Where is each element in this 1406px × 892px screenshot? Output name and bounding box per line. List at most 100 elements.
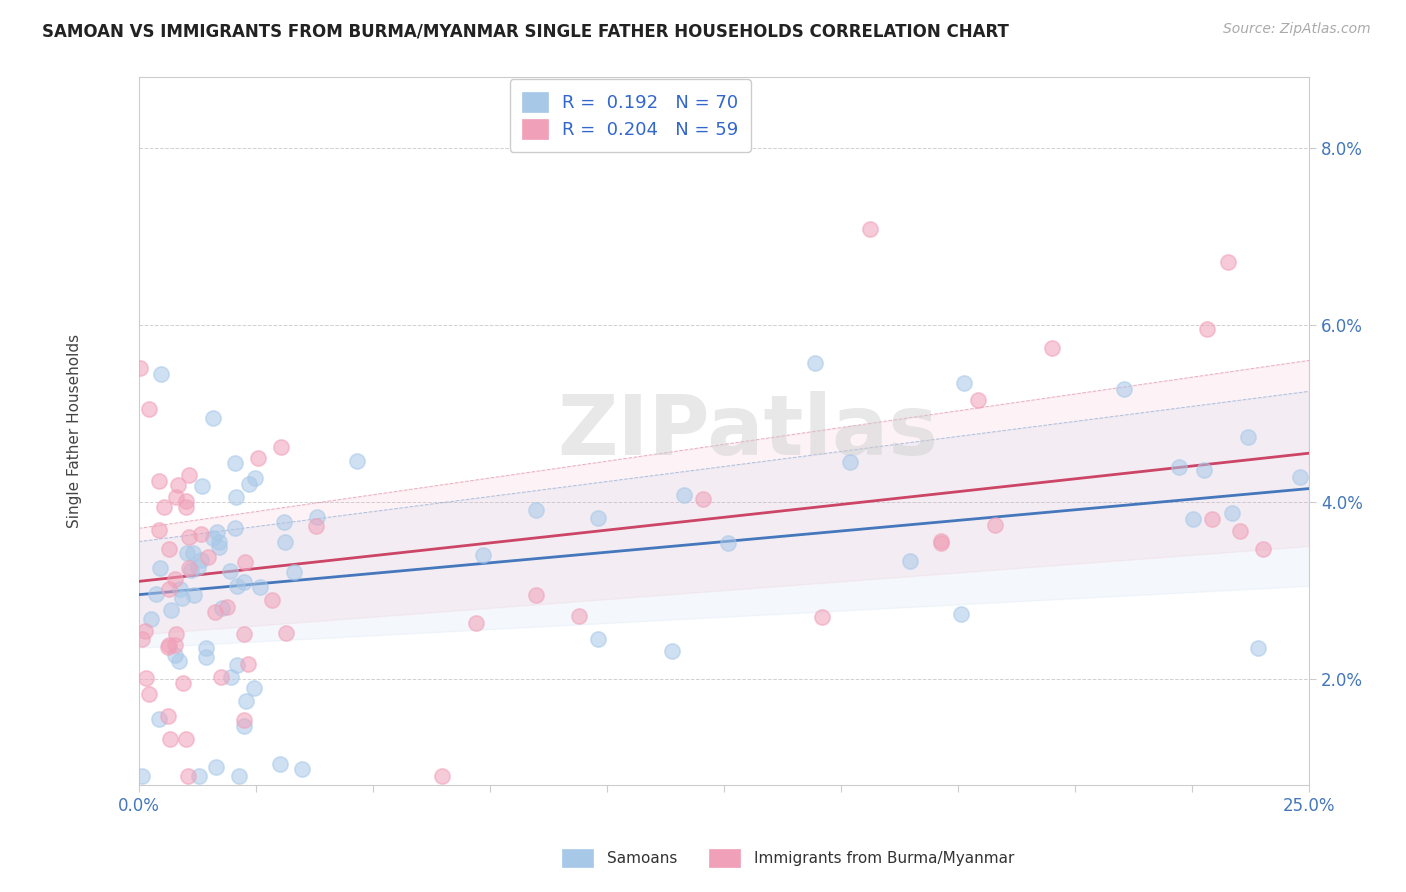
Point [430,769,453,783]
Text: Samoans: Samoans [607,851,678,865]
Point [183,588,205,602]
Point [1201,512,1223,526]
Point [224,456,246,470]
Point [148,474,170,488]
Point [898,554,921,568]
Point [233,626,256,640]
Point [194,650,217,665]
Point [160,603,183,617]
Point [273,516,295,530]
Point [804,356,827,370]
Point [465,616,488,631]
Point [190,553,212,567]
Point [174,494,197,508]
Point [172,676,194,690]
Point [225,578,247,592]
Point [145,587,167,601]
Point [165,491,187,505]
Text: ZIPatlas: ZIPatlas [557,391,938,472]
Point [129,361,152,376]
Point [1289,470,1312,484]
Point [526,588,548,602]
Point [174,732,197,747]
Point [131,769,153,783]
Point [148,523,170,537]
Point [176,769,198,783]
Point [205,760,228,774]
Point [567,609,589,624]
Point [967,392,990,407]
Point [243,681,266,696]
Point [238,476,260,491]
Point [233,555,256,569]
Point [208,535,231,549]
Point [150,367,173,381]
Point [138,402,160,417]
Point [233,575,256,590]
Point [270,441,292,455]
Point [586,510,609,524]
Legend: R =  0.192   N = 70, R =  0.204   N = 59: R = 0.192 N = 70, R = 0.204 N = 59 [509,79,751,152]
Point [1114,382,1136,396]
Point [209,670,232,684]
Point [190,479,212,493]
Point [172,591,194,605]
Point [176,546,198,560]
Point [269,757,291,772]
Point [305,509,328,524]
Point [717,536,740,550]
Point [243,471,266,485]
Point [1182,512,1205,526]
Point [238,657,260,672]
Text: Source: ZipAtlas.com: Source: ZipAtlas.com [1223,22,1371,37]
Point [274,535,297,549]
Point [858,222,880,236]
Point [246,450,269,465]
Point [169,654,191,668]
Point [188,769,211,783]
Point [950,607,973,621]
Point [159,732,181,747]
Point [179,530,201,544]
Point [166,477,188,491]
Point [163,648,186,662]
Point [692,491,714,506]
Text: Single Father Households: Single Father Households [67,334,82,528]
Point [179,467,201,482]
Point [201,531,224,545]
Point [157,640,180,654]
Point [1229,524,1251,538]
Point [588,632,610,647]
Point [205,524,228,539]
Bar [562,849,593,867]
Point [157,541,180,556]
Point [839,455,862,469]
Point [157,638,180,652]
Point [661,644,683,658]
Point [524,503,547,517]
Point [180,562,202,576]
Point [204,605,226,619]
Point [225,490,247,504]
Point [672,488,695,502]
Point [929,535,952,549]
Point [346,454,368,468]
Point [135,671,157,685]
Point [221,670,243,684]
Point [1194,463,1216,477]
Point [224,521,246,535]
Point [187,559,209,574]
Point [225,657,247,672]
Point [249,580,271,594]
Point [157,582,180,596]
Point [183,546,205,560]
Point [283,565,305,579]
Point [148,712,170,726]
Point [1042,342,1064,356]
Point [233,719,256,733]
Point [211,600,233,615]
Point [163,572,186,586]
Point [165,638,187,652]
Point [208,540,231,554]
Point [1216,254,1239,268]
